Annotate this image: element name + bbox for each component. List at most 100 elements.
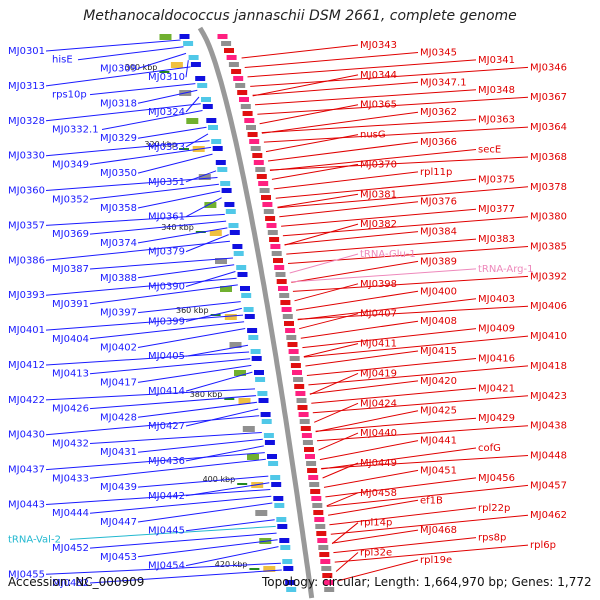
right-gene-label[interactable]: MJ0367: [530, 92, 567, 103]
right-gene-label[interactable]: MJ0346: [530, 62, 567, 73]
right-gene-label[interactable]: MJ0429: [478, 413, 515, 424]
right-gene-label[interactable]: MJ0362: [420, 107, 457, 118]
right-gene-label[interactable]: MJ0385: [530, 242, 567, 253]
right-gene-label[interactable]: rpl19e: [420, 555, 452, 566]
left-gene-label[interactable]: MJ0444: [52, 508, 89, 519]
right-gene-label[interactable]: MJ0423: [530, 391, 567, 402]
left-gene-label[interactable]: MJ0393: [8, 290, 45, 301]
left-gene-label[interactable]: MJ0436: [148, 456, 185, 467]
left-gene-label[interactable]: MJ0329: [100, 133, 137, 144]
left-gene-label[interactable]: MJ0430: [8, 430, 45, 441]
left-gene-label[interactable]: MJ0318: [100, 98, 137, 109]
right-gene-label[interactable]: MJ0438: [530, 421, 567, 432]
left-gene-label[interactable]: MJ0351: [148, 177, 185, 188]
right-gene-label[interactable]: MJ0382: [360, 219, 397, 230]
left-gene-label[interactable]: MJ0328: [8, 116, 45, 127]
right-gene-label[interactable]: MJ0380: [530, 212, 567, 223]
left-gene-label[interactable]: MJ0349: [52, 159, 89, 170]
left-gene-label[interactable]: MJ0428: [100, 412, 137, 423]
right-gene-label[interactable]: MJ0408: [420, 316, 457, 327]
left-gene-label[interactable]: MJ0414: [148, 386, 185, 397]
left-gene-label[interactable]: MJ0350: [100, 168, 137, 179]
right-gene-label[interactable]: MJ0377: [478, 204, 515, 215]
left-gene-label[interactable]: MJ0309: [100, 63, 137, 74]
right-gene-label[interactable]: MJ0407: [360, 309, 397, 320]
right-gene-label[interactable]: MJ0381: [360, 189, 397, 200]
right-gene-label[interactable]: MJ0410: [530, 331, 567, 342]
right-gene-label[interactable]: MJ0409: [478, 324, 515, 335]
right-gene-label[interactable]: rpl11p: [420, 167, 452, 178]
left-gene-label[interactable]: MJ0386: [8, 255, 45, 266]
right-gene-label[interactable]: MJ0425: [420, 406, 457, 417]
right-gene-label[interactable]: MJ0366: [420, 137, 457, 148]
right-gene-label[interactable]: MJ0343: [360, 40, 397, 51]
right-gene-label[interactable]: secE: [478, 145, 501, 156]
left-gene-label[interactable]: rps10p: [52, 90, 87, 101]
left-gene-label[interactable]: MJ0455: [8, 569, 45, 580]
left-gene-label[interactable]: MJ0399: [148, 316, 185, 327]
left-gene-label[interactable]: MJ0390: [148, 282, 185, 293]
left-gene-label[interactable]: MJ0358: [100, 203, 137, 214]
right-gene-label[interactable]: MJ0398: [360, 279, 397, 290]
left-gene-label[interactable]: tRNA-Val-2: [8, 534, 61, 545]
left-gene-label[interactable]: MJ0442: [148, 491, 185, 502]
left-gene-label[interactable]: MJ0404: [52, 334, 89, 345]
right-gene-label[interactable]: cofG: [478, 443, 501, 454]
right-gene-label[interactable]: MJ0389: [420, 256, 457, 267]
right-gene-label[interactable]: MJ0418: [530, 361, 567, 372]
right-gene-label[interactable]: MJ0400: [420, 286, 457, 297]
right-gene-label[interactable]: rpl14p: [360, 518, 392, 529]
left-gene-label[interactable]: MJ0447: [100, 517, 137, 528]
right-gene-label[interactable]: MJ0341: [478, 55, 515, 66]
left-gene-label[interactable]: MJ0453: [100, 552, 137, 563]
right-gene-label[interactable]: MJ0384: [420, 227, 457, 238]
right-gene-label[interactable]: MJ0416: [478, 354, 515, 365]
left-gene-label[interactable]: MJ0426: [52, 404, 89, 415]
right-gene-label[interactable]: MJ0415: [420, 346, 457, 357]
right-gene-label[interactable]: tRNA-Arg-1: [478, 264, 533, 275]
right-gene-label[interactable]: rpl22p: [478, 503, 510, 514]
left-gene-label[interactable]: MJ0313: [8, 81, 45, 92]
right-gene-label[interactable]: MJ0440: [360, 428, 397, 439]
left-gene-label[interactable]: MJ0402: [100, 343, 137, 354]
right-gene-label[interactable]: MJ0449: [360, 458, 397, 469]
left-gene-label[interactable]: MJ0452: [52, 543, 89, 554]
left-gene-label[interactable]: hisE: [52, 55, 73, 66]
left-gene-label[interactable]: MJ0397: [100, 308, 137, 319]
right-gene-label[interactable]: MJ0376: [420, 197, 457, 208]
left-gene-label[interactable]: MJ0439: [100, 482, 137, 493]
left-gene-label[interactable]: MJ0413: [52, 369, 89, 380]
left-gene-label[interactable]: MJ0357: [8, 220, 45, 231]
left-gene-label[interactable]: MJ0431: [100, 447, 137, 458]
left-gene-label[interactable]: MJ0432: [52, 439, 89, 450]
right-gene-label[interactable]: nusG: [360, 130, 386, 141]
right-gene-label[interactable]: MJ0378: [530, 182, 567, 193]
right-gene-label[interactable]: MJ0348: [478, 85, 515, 96]
right-gene-label[interactable]: tRNA-Glu-1: [360, 249, 416, 260]
right-gene-label[interactable]: MJ0365: [360, 100, 397, 111]
left-gene-label[interactable]: MJ0324: [148, 107, 185, 118]
right-gene-label[interactable]: rpl6p: [530, 540, 556, 551]
left-gene-label[interactable]: MJ0352: [52, 194, 89, 205]
right-gene-label[interactable]: MJ0457: [530, 480, 567, 491]
right-gene-label[interactable]: rps8p: [478, 533, 506, 544]
left-gene-label[interactable]: MJ0379: [148, 247, 185, 258]
right-gene-label[interactable]: MJ0468: [420, 525, 457, 536]
left-gene-label[interactable]: MJ0391: [52, 299, 89, 310]
left-gene-label[interactable]: MJ0401: [8, 325, 45, 336]
right-gene-label[interactable]: MJ0458: [360, 488, 397, 499]
right-gene-label[interactable]: MJ0375: [478, 174, 515, 185]
right-gene-label[interactable]: MJ0421: [478, 383, 515, 394]
left-gene-label[interactable]: MJ0330: [8, 151, 45, 162]
right-gene-label[interactable]: MJ0406: [530, 301, 567, 312]
left-gene-label[interactable]: MJ0301: [8, 46, 45, 57]
left-gene-label[interactable]: MJ0445: [148, 526, 185, 537]
left-gene-label[interactable]: MJ0405: [148, 351, 185, 362]
right-gene-label[interactable]: MJ0344: [360, 70, 397, 81]
right-gene-label[interactable]: MJ0424: [360, 398, 397, 409]
left-gene-label[interactable]: MJ0387: [52, 264, 89, 275]
left-gene-label[interactable]: MJ0374: [100, 238, 137, 249]
right-gene-label[interactable]: rpl32e: [360, 548, 392, 559]
right-gene-label[interactable]: MJ0420: [420, 376, 457, 387]
right-gene-label[interactable]: MJ0456: [478, 473, 515, 484]
